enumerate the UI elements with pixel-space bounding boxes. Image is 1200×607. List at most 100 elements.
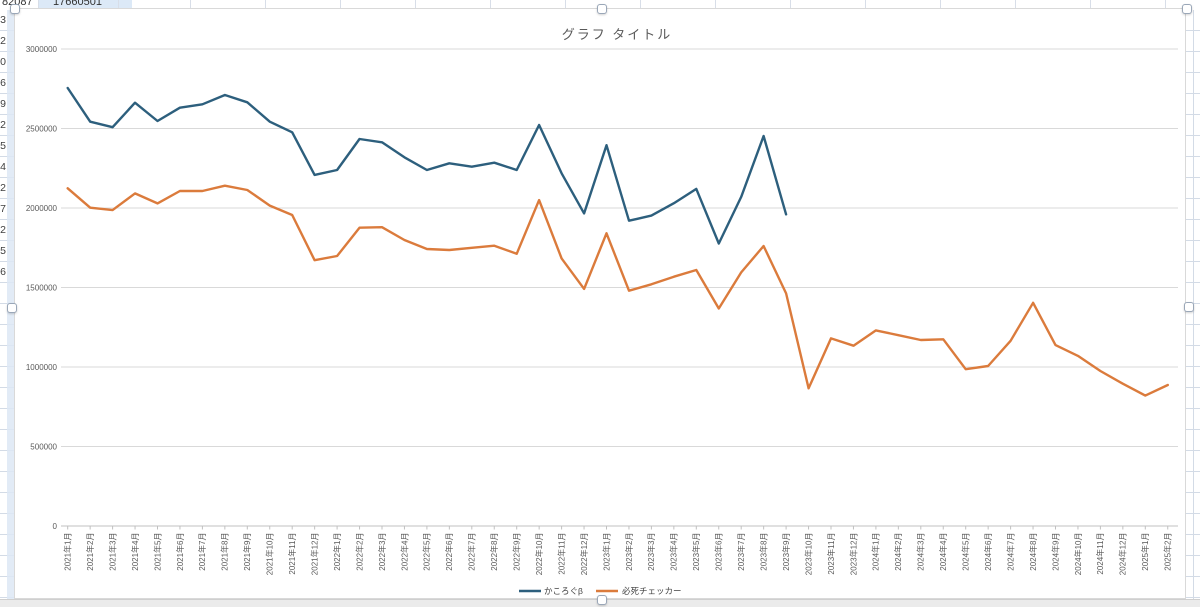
x-axis-label: 2022年2月 <box>354 533 364 571</box>
sheet-cell-partial-value: 5 <box>0 140 6 152</box>
y-axis-label: 2500000 <box>26 124 58 133</box>
x-axis-label: 2023年5月 <box>691 533 701 571</box>
x-axis-label: 2024年1月 <box>871 533 881 571</box>
series-line-2[interactable] <box>66 184 1170 397</box>
sheet-gridline <box>190 0 191 10</box>
x-axis-label: 2024年12月 <box>1118 533 1128 576</box>
y-axis-label: 2000000 <box>26 204 58 213</box>
x-axis-label: 2024年10月 <box>1073 533 1083 576</box>
chart-resize-handle-top-center[interactable] <box>597 4 607 14</box>
sheet-cell-partial-value: 2 <box>0 182 6 194</box>
chart-object[interactable]: 0 500000 1000000 1500000 2000000 2500000 30000… <box>14 8 1186 599</box>
x-axis-label: 2025年1月 <box>1140 533 1150 571</box>
y-axis-label: 500000 <box>30 442 57 451</box>
sheet-gridline <box>1165 0 1166 10</box>
sheet-gridline <box>340 0 341 10</box>
x-axis-label: 2022年10月 <box>534 533 544 576</box>
x-axis-label: 2023年1月 <box>601 533 611 571</box>
x-axis-label: 2023年12月 <box>848 533 858 576</box>
sheet-gridline <box>38 0 39 10</box>
sheet-gridline <box>715 0 716 10</box>
x-axis-label: 2022年7月 <box>467 533 477 571</box>
x-axis-label: 2021年4月 <box>130 533 140 571</box>
x-axis-label: 2023年3月 <box>646 533 656 571</box>
x-axis-label: 2021年12月 <box>309 533 319 576</box>
sheet-cell-partial-value: 7 <box>0 203 6 215</box>
x-axis-label: 2023年6月 <box>714 533 724 571</box>
line-chart: 0 500000 1000000 1500000 2000000 2500000 30000… <box>26 27 1178 596</box>
sheet-gridline <box>415 0 416 10</box>
sheet-cell-partial-value: 5 <box>0 245 6 257</box>
x-axis-label: 2023年10月 <box>803 533 813 576</box>
x-axis-label: 2021年7月 <box>197 533 207 571</box>
chart-resize-handle-right-middle[interactable] <box>1184 302 1194 312</box>
y-axis-label: 3000000 <box>26 45 58 54</box>
legend-label-series-2[interactable]: 必死チェッカー <box>622 586 682 596</box>
chart-resize-handle-bottom-center[interactable] <box>597 595 607 605</box>
sheet-gridline <box>865 0 866 10</box>
sheet-cell-partial-value: 2 <box>0 224 6 236</box>
sheet-gridline <box>118 0 119 10</box>
x-axis-label: 2021年9月 <box>242 533 252 571</box>
sheet-cell-partial-value: 0 <box>0 56 6 68</box>
x-axis-label: 2021年10月 <box>265 533 275 576</box>
sheet-gridline <box>940 0 941 10</box>
sheet-gridline <box>1090 0 1091 10</box>
x-axis-label: 2023年2月 <box>624 533 634 571</box>
x-axis-label: 2024年3月 <box>916 533 926 571</box>
sheet-cell-partial-value: 6 <box>0 266 6 278</box>
chart-resize-handle-left-middle[interactable] <box>7 303 17 313</box>
x-axis-label: 2022年9月 <box>512 533 522 571</box>
x-axis-label: 2024年6月 <box>983 533 993 571</box>
sheet-gridline <box>790 0 791 10</box>
sheet-cell-selected[interactable]: 17660501 <box>39 0 132 10</box>
x-axis-label: 2022年5月 <box>422 533 432 571</box>
x-axis-label: 2022年6月 <box>444 533 454 571</box>
x-axis-label: 2024年9月 <box>1050 533 1060 571</box>
sheet-cell-partial-value: 3 <box>0 14 6 26</box>
x-axis-label: 2021年11月 <box>287 533 297 575</box>
x-axis-label: 2022年1月 <box>332 533 342 571</box>
x-axis-label: 2023年11月 <box>826 533 836 575</box>
sheet-cell-partial-value: 2 <box>0 119 6 131</box>
sheet-cell-partial-value: 4 <box>0 161 6 173</box>
x-axis-label: 2021年5月 <box>152 533 162 571</box>
chart-resize-handle-top-left[interactable] <box>10 4 20 14</box>
y-axis-label: 1000000 <box>26 363 58 372</box>
sheet-gridline <box>640 0 641 10</box>
sheet-cell-partial-value: 6 <box>0 77 6 89</box>
x-axis-label: 2024年8月 <box>1028 533 1038 571</box>
sheet-gridline <box>490 0 491 10</box>
x-axis-label: 2023年4月 <box>669 533 679 571</box>
chart-resize-handle-top-right[interactable] <box>1182 4 1192 14</box>
chart-title[interactable]: グラフ タイトル <box>562 27 673 42</box>
x-axis-label: 2021年6月 <box>175 533 185 571</box>
x-axis-label: 2021年3月 <box>107 533 117 571</box>
sheet-cell-partial-value: 9 <box>0 98 6 110</box>
x-axis-label: 2022年3月 <box>377 533 387 571</box>
x-axis-label: 2023年9月 <box>781 533 791 571</box>
x-axis-label: 2024年2月 <box>893 533 903 571</box>
legend-label-series-1[interactable]: かころぐβ <box>544 586 583 596</box>
sheet-cell-partial-value: 2 <box>0 35 6 47</box>
sheet-gridline <box>265 0 266 10</box>
x-axis-label: 2022年4月 <box>399 533 409 571</box>
x-axis-label: 2021年8月 <box>220 533 230 571</box>
y-axis-label: 1500000 <box>26 283 58 292</box>
series-line-1[interactable] <box>66 86 788 245</box>
x-axis-label: 2021年1月 <box>63 533 73 571</box>
y-axis-label: 0 <box>53 522 58 531</box>
x-axis-label: 2024年11月 <box>1095 533 1105 575</box>
x-axis-label: 2022年12月 <box>579 533 589 576</box>
sheet-gridline <box>1015 0 1016 10</box>
x-axis-label: 2024年5月 <box>961 533 971 571</box>
x-axis-label: 2025年2月 <box>1163 533 1173 571</box>
x-axis-label: 2021年2月 <box>85 533 95 571</box>
x-axis-label: 2022年8月 <box>489 533 499 571</box>
x-axis-label: 2024年4月 <box>938 533 948 571</box>
x-axis-label: 2023年8月 <box>758 533 768 571</box>
x-axis-label: 2024年7月 <box>1005 533 1015 571</box>
x-axis-label: 2022年11月 <box>556 533 566 575</box>
sheet-gridline <box>565 0 566 10</box>
